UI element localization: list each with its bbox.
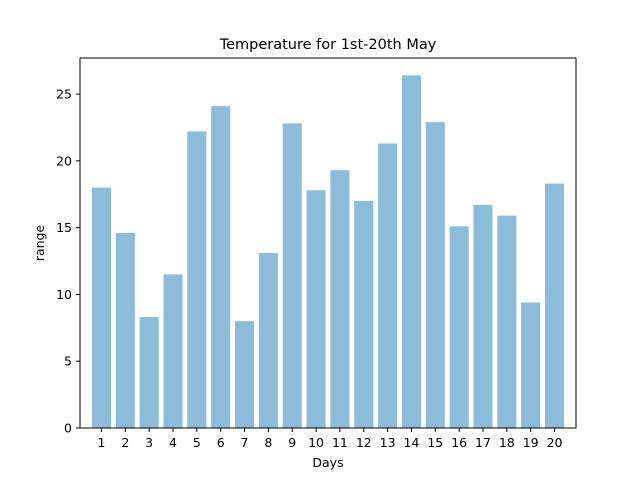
x-tick-label: 18 — [499, 435, 515, 450]
y-tick-label: 15 — [56, 220, 72, 235]
x-tick-label: 9 — [288, 435, 296, 450]
x-tick-label: 7 — [241, 435, 249, 450]
bar-day-8 — [258, 253, 278, 428]
x-tick-label: 3 — [145, 435, 153, 450]
bar-day-3 — [139, 317, 159, 428]
x-tick-label: 13 — [380, 435, 396, 450]
x-tick-label: 2 — [121, 435, 129, 450]
bar-day-15 — [425, 122, 445, 428]
bar-day-16 — [449, 226, 469, 428]
y-tick-label: 20 — [56, 153, 72, 168]
y-axis-ticks: 0 5 10 15 20 25 — [56, 87, 80, 436]
x-tick-label: 11 — [332, 435, 348, 450]
y-tick-label: 10 — [56, 287, 72, 302]
bar-day-13 — [378, 143, 398, 428]
bar-day-5 — [187, 131, 207, 428]
x-tick-label: 5 — [193, 435, 201, 450]
x-tick-label: 1 — [97, 435, 105, 450]
x-tick-label: 16 — [451, 435, 467, 450]
x-tick-label: 6 — [217, 435, 225, 450]
bar-day-19 — [521, 302, 541, 428]
bar-day-4 — [163, 274, 183, 428]
bar-day-1 — [91, 187, 111, 428]
x-tick-label: 8 — [264, 435, 272, 450]
y-axis-label: range — [32, 225, 47, 262]
bar-day-9 — [282, 123, 302, 428]
x-tick-label: 15 — [427, 435, 443, 450]
y-tick-label: 0 — [64, 421, 72, 436]
chart-title: Temperature for 1st-20th May — [219, 37, 437, 53]
bar-day-2 — [115, 232, 135, 428]
bar-day-20 — [545, 183, 565, 428]
bar-day-18 — [497, 215, 517, 428]
x-axis-ticks: 1 2 3 4 5 6 7 8 9 10 11 12 13 14 15 16 17 18 19 20 — [97, 428, 563, 450]
bar-day-14 — [401, 75, 421, 428]
bar-day-10 — [306, 190, 326, 428]
x-tick-label: 17 — [475, 435, 491, 450]
bar-day-6 — [211, 106, 231, 428]
x-axis-label: Days — [312, 455, 343, 470]
x-tick-label: 19 — [523, 435, 539, 450]
bars-group — [91, 75, 565, 429]
bar-day-12 — [354, 200, 374, 428]
x-tick-label: 14 — [404, 435, 420, 450]
y-tick-label: 5 — [64, 354, 72, 369]
bar-day-7 — [235, 321, 255, 428]
y-tick-label: 25 — [56, 87, 72, 102]
x-tick-label: 12 — [356, 435, 372, 450]
plot-frame — [79, 57, 577, 429]
x-tick-label: 4 — [169, 435, 177, 450]
bar-day-11 — [330, 170, 350, 429]
x-tick-label: 20 — [547, 435, 563, 450]
bar-day-17 — [473, 204, 493, 428]
x-tick-label: 10 — [308, 435, 324, 450]
